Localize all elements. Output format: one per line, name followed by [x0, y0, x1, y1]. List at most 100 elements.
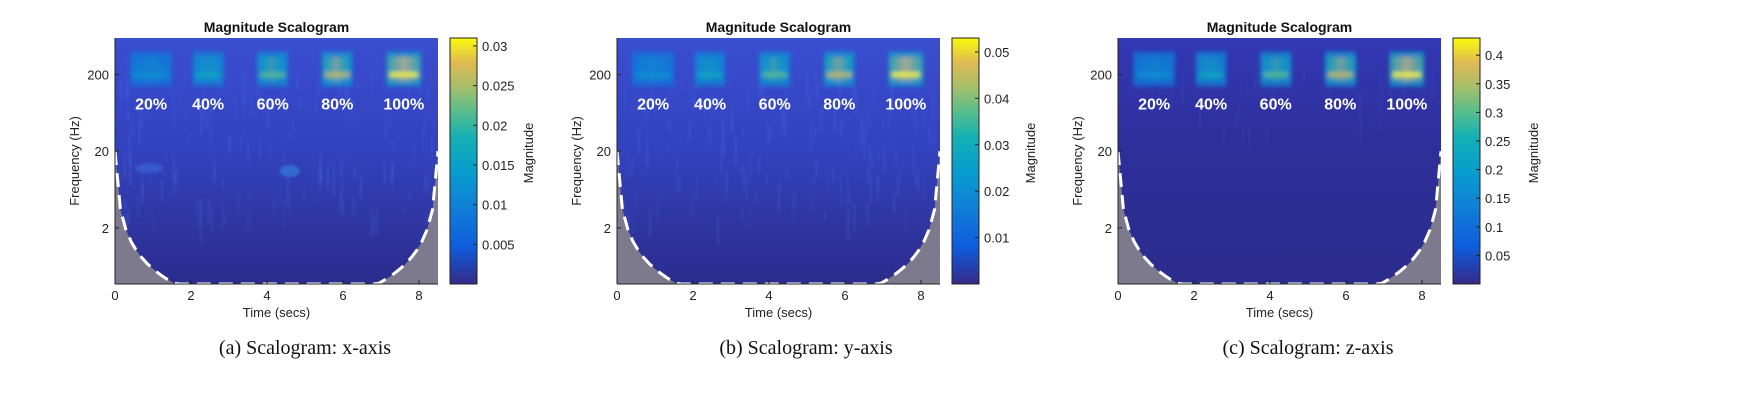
y-tick-label: 2 — [102, 221, 109, 236]
burst-2 — [192, 51, 224, 87]
x-tick-label: 0 — [1114, 288, 1121, 303]
burst-label: 60% — [1260, 97, 1292, 114]
x-tick-label: 4 — [1266, 288, 1273, 303]
y-tick-label: 200 — [1090, 68, 1112, 83]
x-axis-label: Time (secs) — [1246, 305, 1313, 320]
burst-label: 100% — [383, 97, 424, 114]
burst-label: 80% — [1324, 97, 1356, 114]
colorbar — [951, 37, 980, 285]
colorbar-tick-label: 0.4 — [1485, 48, 1503, 63]
colorbar-tick-label: 0.3 — [1485, 105, 1503, 120]
burst-label: 80% — [823, 97, 855, 114]
colorbar-tick-label: 0.05 — [984, 45, 1009, 60]
y-tick-label: 2 — [604, 221, 611, 236]
burst-label: 60% — [257, 97, 289, 114]
burst-2 — [694, 51, 726, 87]
plot-area — [115, 38, 438, 284]
y-axis-label: Frequency (Hz) — [569, 116, 584, 206]
colorbar-tick-label: 0.02 — [482, 118, 507, 133]
subcaption: (b) Scalogram: y-axis — [719, 337, 892, 359]
burst-3 — [257, 51, 288, 87]
x-tick-label: 0 — [111, 288, 118, 303]
cone-of-influence-line — [1118, 151, 1441, 284]
burst-label: 20% — [1138, 97, 1170, 114]
burst-label: 40% — [192, 97, 224, 114]
background-texture — [1133, 68, 1434, 151]
x-axis-label: Time (secs) — [243, 305, 310, 320]
colorbar-tick-label: 0.2 — [1485, 163, 1503, 178]
y-axis-label: Frequency (Hz) — [1070, 116, 1085, 206]
y-tick-label: 20 — [1098, 144, 1112, 159]
scalogram-panel-2: 20% 40% 60% 80% 100% 0 2 4 6 8 2 20 200 Magnitude Sca… — [569, 19, 1038, 359]
colorbar-tick-label: 0.1 — [1485, 220, 1503, 235]
burst-label: 100% — [885, 97, 926, 114]
colorbar-tick-label: 0.03 — [482, 39, 507, 54]
colorbar-tick-label: 0.25 — [1485, 134, 1510, 149]
burst-1 — [130, 51, 172, 87]
x-tick-label: 6 — [1342, 288, 1349, 303]
burst-1 — [632, 51, 674, 87]
cone-of-influence-line — [115, 151, 438, 284]
cone-outside-shading — [115, 151, 438, 284]
burst-5 — [386, 51, 421, 87]
y-tick-label: 200 — [589, 68, 611, 83]
burst-label: 20% — [637, 97, 669, 114]
subcaption: (c) Scalogram: z-axis — [1222, 337, 1393, 359]
burst-label: 40% — [694, 97, 726, 114]
y-tick-label: 200 — [87, 68, 109, 83]
colorbar-label: Magnitude — [521, 123, 536, 184]
x-tick-label: 0 — [613, 288, 620, 303]
x-tick-label: 6 — [841, 288, 848, 303]
colorbar-tick-label: 0.025 — [482, 79, 515, 94]
burst-label: 20% — [135, 97, 167, 114]
burst-label: 40% — [1195, 97, 1227, 114]
cone-outside-shading — [617, 151, 940, 284]
burst-4 — [322, 51, 353, 87]
colorbar-label: Magnitude — [1526, 123, 1541, 184]
scalogram-panel-3: 20% 40% 60% 80% 100% 0 2 4 6 8 2 20 200 Magnitude Sca… — [1070, 19, 1541, 359]
plot-area — [1118, 38, 1441, 284]
colorbar-label: Magnitude — [1023, 123, 1038, 184]
y-tick-label: 20 — [95, 144, 109, 159]
x-tick-label: 8 — [1418, 288, 1425, 303]
burst-label: 60% — [759, 97, 791, 114]
colorbar-tick-label: 0.01 — [984, 231, 1009, 246]
y-tick-label: 20 — [597, 144, 611, 159]
colorbar-tick-label: 0.03 — [984, 138, 1009, 153]
colorbar — [1452, 37, 1481, 285]
chart-title: Magnitude Scalogram — [706, 19, 851, 35]
burst-label: 100% — [1386, 97, 1427, 114]
burst-2 — [1195, 51, 1227, 87]
colorbar-tick-label: 0.35 — [1485, 77, 1510, 92]
colorbar-tick-label: 0.05 — [1485, 248, 1510, 263]
background-texture — [118, 68, 435, 244]
x-tick-label: 2 — [187, 288, 194, 303]
colorbar-tick-label: 0.01 — [482, 198, 507, 213]
burst-5 — [1389, 51, 1424, 87]
colorbar-tick-label: 0.015 — [482, 158, 515, 173]
burst-5 — [888, 51, 923, 87]
cone-of-influence-line — [617, 151, 940, 284]
burst-3 — [1260, 51, 1292, 87]
x-axis-label: Time (secs) — [745, 305, 812, 320]
x-tick-label: 8 — [917, 288, 924, 303]
subcaption: (a) Scalogram: x-axis — [219, 337, 391, 359]
colorbar-tick-label: 0.02 — [984, 184, 1009, 199]
x-tick-label: 8 — [415, 288, 422, 303]
x-tick-label: 4 — [765, 288, 772, 303]
burst-4 — [824, 51, 855, 87]
cone-outside-shading — [1118, 151, 1441, 284]
scalogram-panel-1: 20% 40% 60% 80% 100% 0 2 4 6 8 2 20 200 Magnitude Sca… — [67, 19, 536, 359]
y-axis-label: Frequency (Hz) — [67, 116, 82, 206]
chart-title: Magnitude Scalogram — [1207, 19, 1352, 35]
burst-label: 80% — [321, 97, 353, 114]
x-tick-label: 6 — [339, 288, 346, 303]
burst-3 — [759, 51, 790, 87]
x-tick-label: 2 — [1190, 288, 1197, 303]
chart-title: Magnitude Scalogram — [204, 19, 349, 35]
x-tick-label: 4 — [263, 288, 270, 303]
colorbar-tick-label: 0.15 — [1485, 191, 1510, 206]
colorbar-tick-label: 0.04 — [984, 91, 1009, 106]
